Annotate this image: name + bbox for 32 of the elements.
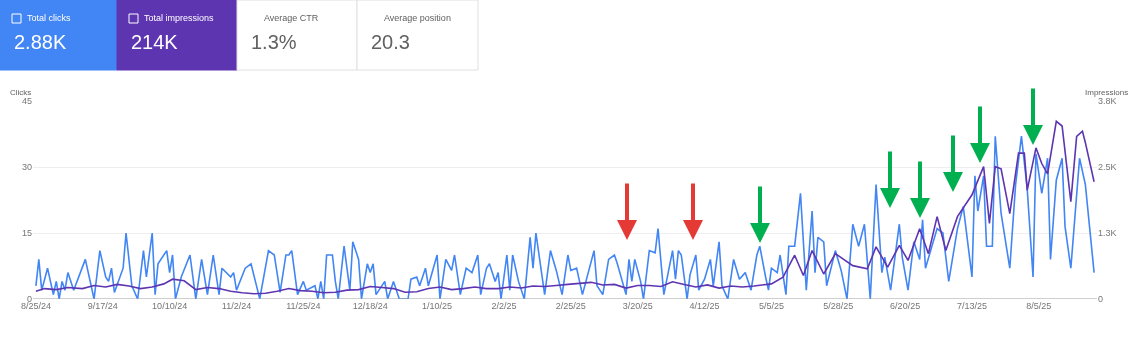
- text: Average CTR: [264, 13, 319, 23]
- x-tick-label: 7/13/25: [956, 301, 988, 311]
- x-tick-label: 2/2/25: [491, 301, 517, 311]
- x-tick-label: 11/25/24: [286, 301, 321, 311]
- y2-tick-label: 1.3K: [1098, 228, 1117, 239]
- x-tick-label: 5/5/25: [758, 301, 784, 311]
- x-tick-label: 9/17/24: [87, 301, 118, 311]
- y2-tick-label: 2.5K: [1098, 162, 1117, 173]
- x-tick-label: 6/20/25: [890, 301, 921, 311]
- text: Average position: [384, 13, 451, 23]
- legend-label: Total clicks: [27, 13, 72, 23]
- x-tick-label: 3/20/25: [622, 301, 653, 311]
- y2-tick-label: 3.8K: [1098, 96, 1117, 107]
- y2-tick-label: 0: [1098, 294, 1104, 305]
- text: 20.3: [371, 31, 410, 53]
- x-tick-label: 10/10/24: [152, 301, 188, 311]
- x-tick-label: 12/18/24: [352, 301, 388, 311]
- x-tick-label: 8/5/25: [1026, 301, 1052, 311]
- x-tick-label: 5/28/25: [823, 301, 854, 311]
- x-tick-label: 4/12/25: [689, 301, 720, 311]
- y-tick-label: 45: [21, 96, 32, 107]
- text: 2.88K: [14, 31, 67, 53]
- y-axis-title: Clicks: [10, 88, 32, 97]
- x-tick-label: 11/2/24: [221, 301, 252, 311]
- text: 214K: [131, 31, 179, 53]
- y-tick-label: 15: [21, 228, 32, 239]
- y-tick-label: 30: [21, 162, 32, 173]
- x-tick-label: 1/10/25: [422, 301, 453, 311]
- legend-label: Total impressions: [144, 13, 215, 23]
- y2-axis-title: Impressions: [1085, 88, 1129, 97]
- x-tick-label: 2/25/25: [555, 301, 586, 311]
- text: 1.3%: [251, 31, 297, 53]
